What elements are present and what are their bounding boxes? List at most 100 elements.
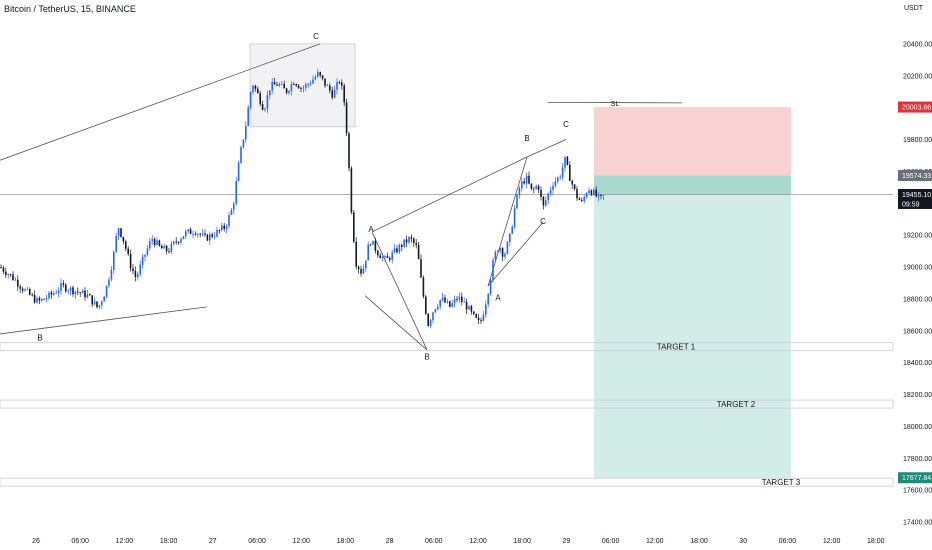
candle-body: [350, 168, 353, 213]
candle: [237, 160, 240, 182]
candle: [523, 177, 525, 185]
candle: [297, 83, 300, 89]
candle-body: [458, 296, 461, 300]
candle-body: [578, 198, 581, 200]
price-tick-label: 20200.00: [903, 73, 932, 80]
time-tick-label: 12:00: [469, 538, 487, 545]
candle-body: [278, 84, 281, 86]
candle: [336, 78, 338, 95]
candle: [41, 298, 43, 302]
candle: [509, 233, 511, 246]
candle-body: [192, 233, 194, 235]
candle-body: [398, 244, 401, 253]
candle-body: [240, 147, 242, 163]
candle: [189, 227, 192, 235]
candle: [185, 229, 187, 239]
candle: [74, 291, 77, 299]
candle-body: [129, 253, 132, 269]
candle-body: [463, 301, 465, 303]
candle: [473, 311, 475, 316]
candle: [535, 184, 537, 190]
candle: [288, 89, 290, 96]
candle: [504, 251, 506, 260]
candle: [453, 295, 456, 308]
entry-value: 19574.33: [902, 173, 931, 180]
candle: [511, 224, 513, 235]
candle: [545, 196, 547, 208]
candle-body: [233, 203, 235, 210]
candle: [117, 227, 120, 241]
candle: [67, 288, 69, 295]
candle-body: [206, 234, 209, 241]
price-axis-currency: USDT: [904, 5, 924, 12]
candle: [228, 212, 230, 229]
candle: [499, 246, 501, 254]
candle: [554, 177, 557, 188]
candle: [576, 186, 578, 201]
candle-body: [194, 233, 197, 235]
candle-body: [180, 239, 182, 243]
candle-body: [530, 183, 533, 189]
candle: [218, 229, 221, 234]
candle-body: [141, 256, 144, 265]
candles-layer: [0, 68, 605, 329]
candle-body: [36, 298, 38, 303]
stop-loss-badge: [898, 101, 932, 113]
candle-body: [293, 83, 295, 85]
candle: [113, 250, 115, 275]
target-band-3: [0, 477, 894, 487]
candle: [372, 240, 374, 245]
candle-body: [2, 267, 5, 272]
candle: [449, 300, 451, 308]
candle: [134, 266, 137, 282]
candle-body: [187, 229, 189, 232]
candle-body: [597, 194, 600, 197]
candle: [12, 271, 14, 281]
candle: [293, 82, 295, 85]
candle-body: [33, 294, 36, 303]
candle-body: [245, 125, 247, 140]
candle: [516, 194, 518, 210]
candle: [422, 275, 425, 299]
candle-body: [50, 292, 53, 295]
candle: [468, 304, 470, 310]
candle: [175, 237, 177, 245]
candle: [573, 183, 576, 191]
candle-body: [523, 181, 525, 184]
candle-body: [137, 274, 139, 278]
candle-body: [552, 185, 554, 190]
candle-body: [252, 85, 254, 93]
time-tick-label: 06:00: [602, 538, 620, 545]
stop-loss-line: [547, 101, 683, 104]
candle-body: [415, 243, 417, 245]
candle: [264, 107, 266, 112]
candle-body: [151, 239, 153, 242]
candle: [281, 81, 283, 85]
candle-body: [261, 104, 264, 110]
target-label-3: TARGET 3: [762, 478, 801, 487]
candle: [9, 273, 12, 277]
candle: [146, 245, 149, 257]
candle: [401, 243, 403, 252]
candle-body: [19, 286, 21, 289]
price-tick-label: 18600.00: [903, 328, 932, 335]
candle: [149, 237, 151, 251]
candle: [182, 236, 185, 240]
candle-body: [461, 296, 463, 302]
candle-body: [588, 190, 590, 194]
candle: [24, 288, 26, 292]
candle-body: [288, 91, 290, 93]
candle: [600, 194, 602, 200]
candle-body: [535, 185, 537, 190]
candle-body: [432, 312, 434, 321]
candle: [595, 186, 597, 198]
candle: [583, 193, 585, 204]
candle-body: [9, 274, 12, 276]
candle-body: [487, 293, 489, 305]
candle: [403, 239, 405, 249]
candle-body: [451, 303, 453, 307]
candle: [247, 104, 249, 127]
candle: [362, 264, 365, 275]
candle-body: [405, 239, 408, 243]
